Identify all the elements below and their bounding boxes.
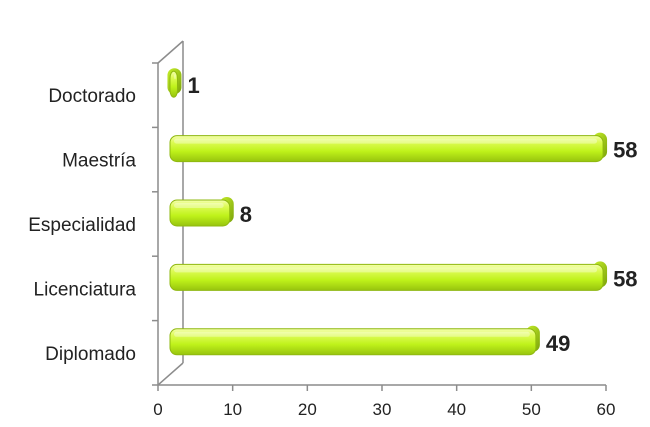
category-label: Licenciatura — [34, 279, 137, 300]
x-tick-label: 0 — [153, 400, 162, 419]
bar-highlight — [174, 203, 224, 208]
chart-axes — [152, 40, 607, 391]
wall-top-edge — [157, 40, 184, 64]
x-tick-label: 30 — [373, 400, 392, 419]
x-tick-label: 60 — [597, 400, 616, 419]
wall-bottom-edge — [157, 362, 184, 386]
data-label: 49 — [546, 331, 570, 356]
category-label: Doctorado — [48, 86, 136, 107]
x-tick-label: 50 — [522, 400, 541, 419]
chart-labels: 0 10 20 30 40 50 60 Doctorado 1 Maestría 58 Especia… — [28, 73, 637, 419]
data-label: 1 — [187, 73, 199, 98]
data-label: 58 — [613, 266, 637, 291]
bar-body — [169, 328, 537, 356]
bar — [169, 132, 608, 163]
bar — [167, 68, 182, 98]
bar-highlight — [174, 138, 598, 144]
category-label: Diplomado — [45, 344, 136, 365]
bar-body — [169, 199, 231, 227]
bar-body — [169, 135, 604, 163]
bar-highlight — [174, 267, 598, 273]
category-label: Especialidad — [28, 215, 136, 236]
bar-body — [169, 70, 178, 98]
bar — [169, 261, 608, 291]
x-tick-label: 20 — [298, 400, 317, 419]
bar-highlight — [174, 331, 530, 337]
category-label: Maestría — [62, 151, 136, 172]
bar — [169, 325, 540, 356]
data-label: 8 — [240, 202, 252, 227]
data-label: 58 — [613, 138, 637, 163]
bar — [169, 197, 234, 227]
chart-bars — [167, 68, 608, 356]
x-tick-label: 40 — [447, 400, 466, 419]
bar-body — [169, 263, 604, 291]
x-tick-label: 10 — [223, 400, 242, 419]
bar-highlight — [174, 74, 176, 80]
